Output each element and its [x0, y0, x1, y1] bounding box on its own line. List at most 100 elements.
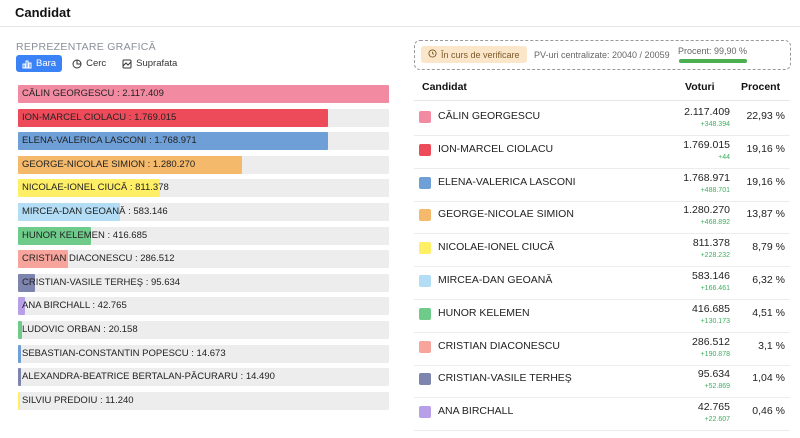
bar[interactable]	[18, 202, 120, 221]
bar[interactable]	[18, 179, 160, 198]
table-row[interactable]: CĂLIN GEORGESCU 2.117.409 +348.394 22,93 %	[414, 103, 790, 136]
table-row[interactable]: MIRCEA-DAN GEOANĂ 583.146 +166.461 6,32 %	[414, 267, 790, 300]
bar-row: CRISTIAN DIACONESCU : 286.512	[18, 250, 389, 269]
column-header-candidate: Candidat	[422, 81, 467, 93]
vote-delta: +228.232	[700, 252, 730, 260]
tab-bar-chart[interactable]: Bara	[16, 55, 63, 72]
bar-label: HUNOR KELEMEN : 416.685	[22, 229, 148, 241]
bar-label: CĂLIN GEORGESCU : 2.117.409	[22, 88, 164, 99]
bar[interactable]	[18, 344, 21, 363]
page-header: Candidat	[0, 0, 800, 27]
candidate-name: NICOLAE-IONEL CIUCĂ	[438, 241, 555, 254]
table-row[interactable]: HUNOR KELEMEN 416.685 +130.173 4,51 %	[414, 300, 790, 333]
bar-label: SEBASTIAN-CONSTANTIN POPESCU : 14.673	[22, 347, 226, 359]
table-row[interactable]: CRISTIAN DIACONESCU 286.512 +190.878 3,1 %	[414, 333, 790, 366]
bar-label: CRISTIAN-VASILE TERHEŞ : 95.634	[22, 276, 181, 288]
bar-row: SEBASTIAN-CONSTANTIN POPESCU : 14.673	[18, 344, 389, 363]
color-swatch	[419, 373, 431, 386]
color-swatch	[419, 143, 431, 156]
status-badge-label: În curs de verificare	[441, 49, 520, 60]
table-row[interactable]: ANA BIRCHALL 42.765 +22.607 0,46 %	[414, 398, 790, 432]
table-row[interactable]: ION-MARCEL CIOLACU 1.769.015 +44 19,16 %	[414, 136, 790, 169]
vote-delta: +488.701	[700, 186, 730, 194]
bar-chart-icon	[22, 59, 32, 69]
table-row[interactable]: GEORGE-NICOLAE SIMION 1.280.270 +468.892 13…	[414, 201, 790, 235]
tab-bar-label: Bara	[36, 58, 57, 69]
table-row[interactable]: CRISTIAN-VASILE TERHEŞ 95.634 +52.869 1,04 …	[414, 365, 790, 399]
bar[interactable]	[18, 132, 328, 151]
candidate-name: MIRCEA-DAN GEOANĂ	[438, 274, 553, 286]
color-swatch	[419, 209, 431, 222]
vote-delta: +468.892	[700, 219, 730, 227]
tab-pie-label: Cerc	[86, 58, 107, 69]
vote-delta: +22.607	[704, 416, 731, 424]
bar[interactable]	[18, 297, 25, 316]
chart-type-tabs: Bara Cerc Suprafata	[16, 55, 183, 73]
bar-row: MIRCEA-DAN GEOANĂ : 583.146	[18, 202, 389, 221]
vote-count: 1.769.015	[683, 138, 730, 151]
candidate-name: ELENA-VALERICA LASCONI	[438, 175, 576, 188]
color-swatch	[419, 275, 431, 287]
candidate-name: ION-MARCEL CIOLACU	[438, 142, 554, 155]
vote-percent: 6,32 %	[752, 274, 785, 286]
vote-count: 2.117.409	[684, 106, 730, 118]
verification-status-badge: În curs de verificare	[421, 46, 527, 63]
candidate-name: CRISTIAN DIACONESCU	[438, 339, 560, 352]
table-row[interactable]: ELENA-VALERICA LASCONI 1.768.971 +488.701 1…	[414, 169, 790, 202]
bar-label: ION-MARCEL CIOLACU : 1.769.015	[22, 111, 177, 123]
vote-count: 286.512	[692, 335, 730, 348]
color-swatch	[419, 176, 431, 189]
table-header-divider	[414, 100, 790, 101]
vote-delta: +52.869	[704, 383, 731, 391]
bar[interactable]	[18, 320, 22, 339]
bar[interactable]	[18, 250, 68, 269]
candidate-name: GEORGE-NICOLAE SIMION	[438, 208, 574, 221]
vote-count: 42.765	[697, 401, 730, 414]
tab-area-chart[interactable]: Suprafata	[116, 55, 183, 72]
bar[interactable]	[18, 108, 328, 127]
vote-percent: 4,51 %	[752, 306, 785, 319]
bar[interactable]	[18, 368, 21, 387]
bar-label: SILVIU PREDOIU : 11.240	[22, 394, 134, 406]
bar[interactable]	[18, 273, 35, 292]
vote-delta: +190.878	[700, 350, 730, 358]
table-row[interactable]: NICOLAE-IONEL CIUCĂ 811.378 +228.232 8,79 %	[414, 234, 790, 268]
color-swatch	[419, 111, 431, 123]
percent-progress-fill	[679, 59, 747, 63]
vote-percent: 3,1 %	[758, 339, 785, 352]
vote-delta: +166.461	[700, 285, 730, 292]
bar[interactable]	[18, 391, 20, 410]
bar[interactable]	[18, 226, 91, 245]
chart-section-label: REPREZENTARE GRAFICĂ	[16, 41, 156, 53]
vote-percent: 0,46 %	[752, 405, 785, 418]
bar-label: GEORGE-NICOLAE SIMION : 1.280.270	[22, 158, 196, 170]
bar-label: ANA BIRCHALL : 42.765	[22, 300, 127, 312]
pv-centralized-text: PV-uri centralizate: 20040 / 20059	[534, 50, 670, 60]
vote-delta: +348.394	[700, 121, 730, 128]
color-swatch	[419, 307, 431, 320]
bar-label: NICOLAE-IONEL CIUCĂ : 811.378	[22, 182, 169, 194]
bar[interactable]	[18, 155, 242, 174]
column-header-percent: Procent	[741, 81, 781, 93]
bar-row: ALEXANDRA-BEATRICE BERTALAN-PĂCURARU : 1…	[18, 368, 389, 387]
bar-label: MIRCEA-DAN GEOANĂ : 583.146	[22, 205, 168, 217]
vote-delta: +130.173	[700, 317, 730, 325]
bar[interactable]	[18, 85, 389, 103]
bar-row: HUNOR KELEMEN : 416.685	[18, 226, 389, 245]
bar-row: ION-MARCEL CIOLACU : 1.769.015	[18, 108, 389, 127]
vote-percent: 1,04 %	[752, 372, 785, 385]
color-swatch	[419, 406, 431, 419]
bar-row: ANA BIRCHALL : 42.765	[18, 297, 389, 316]
bar-label: ALEXANDRA-BEATRICE BERTALAN-PĂCURARU : 1…	[22, 371, 275, 383]
candidate-name: CRISTIAN-VASILE TERHEŞ	[438, 372, 572, 385]
bar-label: ELENA-VALERICA LASCONI : 1.768.971	[22, 135, 197, 147]
vote-count: 416.685	[692, 302, 730, 315]
column-header-votes: Voturi	[685, 81, 715, 93]
candidate-name: CĂLIN GEORGESCU	[438, 110, 541, 122]
vote-count: 811.378	[692, 237, 730, 250]
tab-pie-chart[interactable]: Cerc	[66, 55, 112, 72]
bar-row: CĂLIN GEORGESCU : 2.117.409	[18, 85, 389, 103]
vote-count: 583.146	[692, 270, 730, 282]
status-panel: În curs de verificare PV-uri centralizat…	[414, 40, 791, 70]
clock-icon	[428, 49, 437, 60]
